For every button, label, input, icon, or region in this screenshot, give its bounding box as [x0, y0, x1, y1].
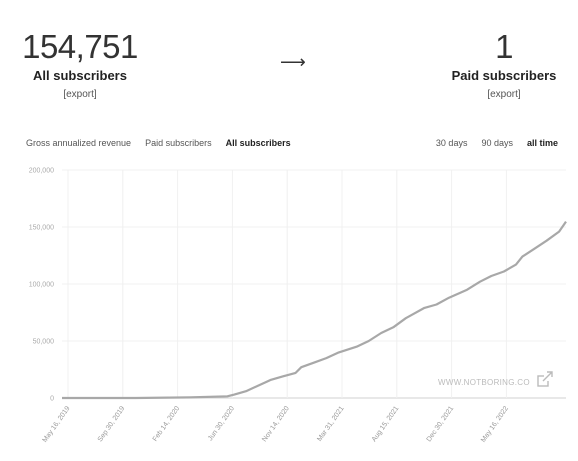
range-tabs: 30 days 90 days all time — [436, 138, 558, 148]
all-subscribers-label: All subscribers — [33, 68, 127, 83]
paid-subscribers-count: 1 — [495, 28, 513, 65]
x-tick-label: Aug 15, 2021 — [371, 405, 401, 443]
arrow-right-icon: ⟶ — [280, 52, 306, 72]
x-axis-ticks: May 16, 2019 Sep 30, 2019 Feb 14, 2020 Jun … — [42, 405, 511, 444]
all-subscribers-count: 154,751 — [22, 28, 138, 65]
external-link-icon[interactable] — [537, 371, 553, 387]
paid-subscribers-export-link[interactable]: [export] — [487, 89, 521, 100]
x-tick-label: Mar 31, 2021 — [316, 405, 345, 443]
y-tick-label: 200,000 — [29, 168, 54, 175]
tab-paid-subscribers[interactable]: Paid subscribers — [145, 138, 212, 148]
y-axis-ticks: 0 50,000 100,000 150,000 200,000 — [29, 168, 54, 403]
x-tick-label: Nov 14, 2020 — [261, 405, 291, 443]
x-tick-label: May 16, 2022 — [480, 405, 510, 444]
metric-tabs: Gross annualized revenue Paid subscriber… — [26, 138, 291, 148]
y-tick-label: 100,000 — [29, 282, 54, 289]
watermark-text: WWW.NOTBORING.CO — [438, 378, 530, 387]
paid-subscribers-stat: 1 Paid subscribers [export] — [440, 28, 568, 102]
tab-all-subscribers[interactable]: All subscribers — [225, 138, 291, 148]
tab-gross-annualized-revenue[interactable]: Gross annualized revenue — [26, 138, 132, 148]
tab-90-days[interactable]: 90 days — [481, 138, 513, 148]
tab-30-days[interactable]: 30 days — [435, 138, 468, 148]
x-tick-label: Feb 14, 2020 — [152, 405, 181, 443]
x-tick-label: Jun 30, 2020 — [207, 405, 236, 442]
y-tick-label: 50,000 — [33, 339, 55, 346]
x-tick-label: Sep 30, 2019 — [97, 405, 127, 443]
all-subscribers-stat: 154,751 All subscribers [export] — [18, 28, 142, 102]
x-tick-label: Dec 30, 2021 — [426, 405, 456, 443]
y-tick-label: 0 — [50, 396, 54, 403]
all-subscribers-series-line — [62, 220, 567, 400]
paid-subscribers-label: Paid subscribers — [451, 68, 557, 83]
chart-grid — [62, 169, 566, 399]
subscribers-line-chart: 0 50,000 100,000 150,000 200,000 May 16, 201… — [29, 168, 567, 444]
x-tick-label: May 16, 2019 — [42, 405, 72, 444]
all-subscribers-export-link[interactable]: [export] — [63, 89, 97, 100]
tab-all-time[interactable]: all time — [526, 138, 558, 148]
y-tick-label: 150,000 — [29, 225, 54, 232]
